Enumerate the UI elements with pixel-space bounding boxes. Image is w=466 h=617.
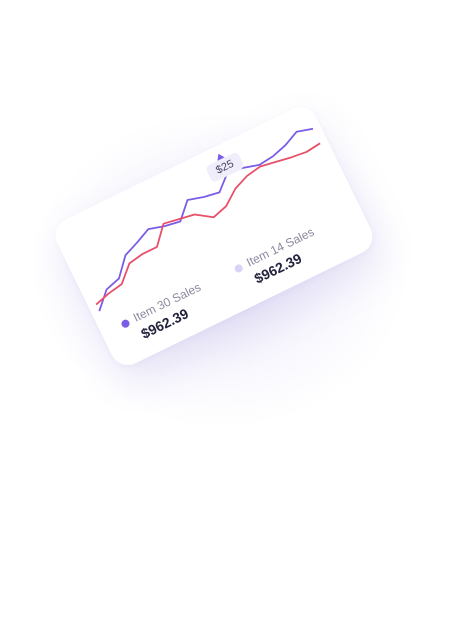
sales-card: $25 Item 30 Sales $962.39 Item 14 Sales … xyxy=(49,100,379,372)
sales-line-chart xyxy=(95,127,321,312)
series-line-0 xyxy=(98,127,314,312)
series-line-1 xyxy=(95,142,321,306)
